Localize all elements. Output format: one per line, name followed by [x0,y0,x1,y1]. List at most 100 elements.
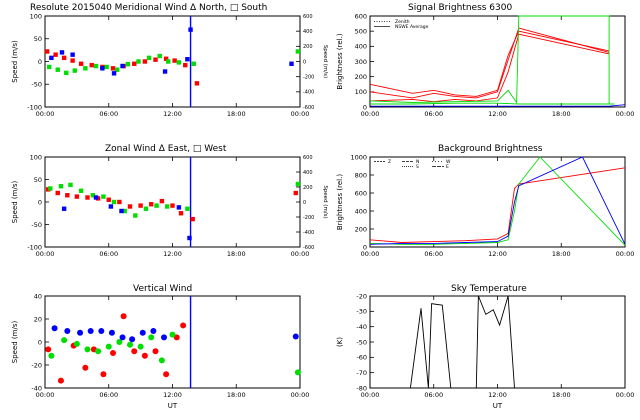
x-axis-label: UT [168,402,178,410]
x-tick-label: 00:00 [361,250,380,258]
y-tick-label: 200 [355,73,367,81]
y-tick-label: 100 [30,12,42,20]
green-point [136,59,141,64]
green-point [125,62,131,67]
red-point [65,193,70,198]
green-point [95,348,102,355]
x-tick-label: 18:00 [227,391,246,399]
red-point [82,364,89,371]
red-point [127,204,133,209]
x-tick-label: 00:00 [36,250,55,258]
green-point [295,181,301,187]
blue-point [289,61,294,66]
red-point [163,56,169,61]
red-point [117,199,122,205]
y-tick-label: 600 [355,189,367,197]
red-point [170,203,175,208]
x-tick-label: 12:00 [163,391,182,399]
blue-point [93,195,99,200]
x-tick-label: 06:00 [99,391,118,399]
red-point [159,198,165,204]
y-tick-label: 40 [34,292,42,300]
red-point [45,346,52,353]
x-tick-label: 12:00 [488,110,507,118]
green-point [78,188,84,193]
y2-tick-label: -600 [303,245,314,251]
green-point [105,343,112,350]
green-point [48,186,53,191]
red-point [78,61,84,66]
red-3-line [369,33,610,103]
title-sky: Sky Temperature [451,284,527,294]
red-point [110,66,116,71]
red-point [89,62,94,68]
blue-point [64,327,71,334]
green-point [294,369,301,376]
y-axis-label: Speed (m/s) [11,40,19,83]
blue-point [70,52,75,57]
blue-point [129,336,136,343]
green-point [133,213,138,218]
green-point [122,208,127,214]
green-point [143,206,149,211]
red-point [163,371,170,378]
green-point [93,63,99,69]
y-axis-label: (K) [336,337,344,347]
red-point [61,55,67,61]
green-point [169,331,176,338]
y-tick-label: 400 [355,43,367,51]
y-tick-label: -40 [356,323,367,331]
x-tick-label: 12:00 [488,391,507,399]
y-axis-label: Speed (m/s) [11,321,19,364]
x-tick-label: 00:00 [291,110,310,118]
red-point [180,322,187,329]
green-point [72,68,77,73]
y2-tick-label: 600 [303,155,313,161]
y2-tick-label: 400 [303,29,313,35]
y2-axis-label: Speed (m/s) [322,185,328,218]
y2-tick-label: -200 [303,74,314,80]
y-tick-label: -20 [31,361,42,369]
green-2-line [370,102,610,105]
red-point [53,52,58,57]
green-point [116,339,123,345]
y-tick-label: 50 [34,176,42,184]
blue-point [119,208,124,214]
x-tick-label: 18:00 [552,250,571,258]
red-point [153,57,158,62]
red-point [172,58,177,63]
green-point [185,206,190,211]
panel-vertical: Vertical Wind 00:00 06:00 12:00 18:00 00:00-… [11,284,309,410]
panel-signal: Signal Brightness 6300 00:00 06:00 12:00 18… [336,3,634,118]
red-point [55,190,60,196]
blue-point [61,206,67,211]
y-tick-label: 300 [355,58,367,66]
x-axis-label: UT [493,402,503,410]
green-point [55,67,60,72]
x-tick-label: 18:00 [552,391,571,399]
red-point [190,216,195,222]
y-tick-label: 200 [355,225,367,233]
panel-zonal: Zonal Wind Δ East, □ West 00:00 06:00 12:0… [11,144,328,258]
y-tick-label: 100 [355,88,367,96]
red-point [293,190,298,196]
title-signal: Signal Brightness 6300 [408,3,512,13]
green-1-line [369,15,615,105]
red-point [110,350,116,357]
y2-tick-label: -200 [303,215,314,221]
blue-point [111,71,117,76]
red-point [142,59,148,64]
plot-frame-background [369,156,626,248]
y-tick-label: 400 [355,207,367,215]
green-point [157,53,162,59]
green-point [61,337,68,344]
y-tick-label: -80 [356,384,367,392]
green-point [148,334,155,341]
y2-tick-label: 400 [303,170,313,176]
green-point [47,64,52,70]
x-tick-label: 12:00 [163,110,182,118]
green-point [64,70,69,76]
blue-point [162,69,168,74]
black-line [409,295,515,389]
y-tick-label: 100 [30,153,42,161]
